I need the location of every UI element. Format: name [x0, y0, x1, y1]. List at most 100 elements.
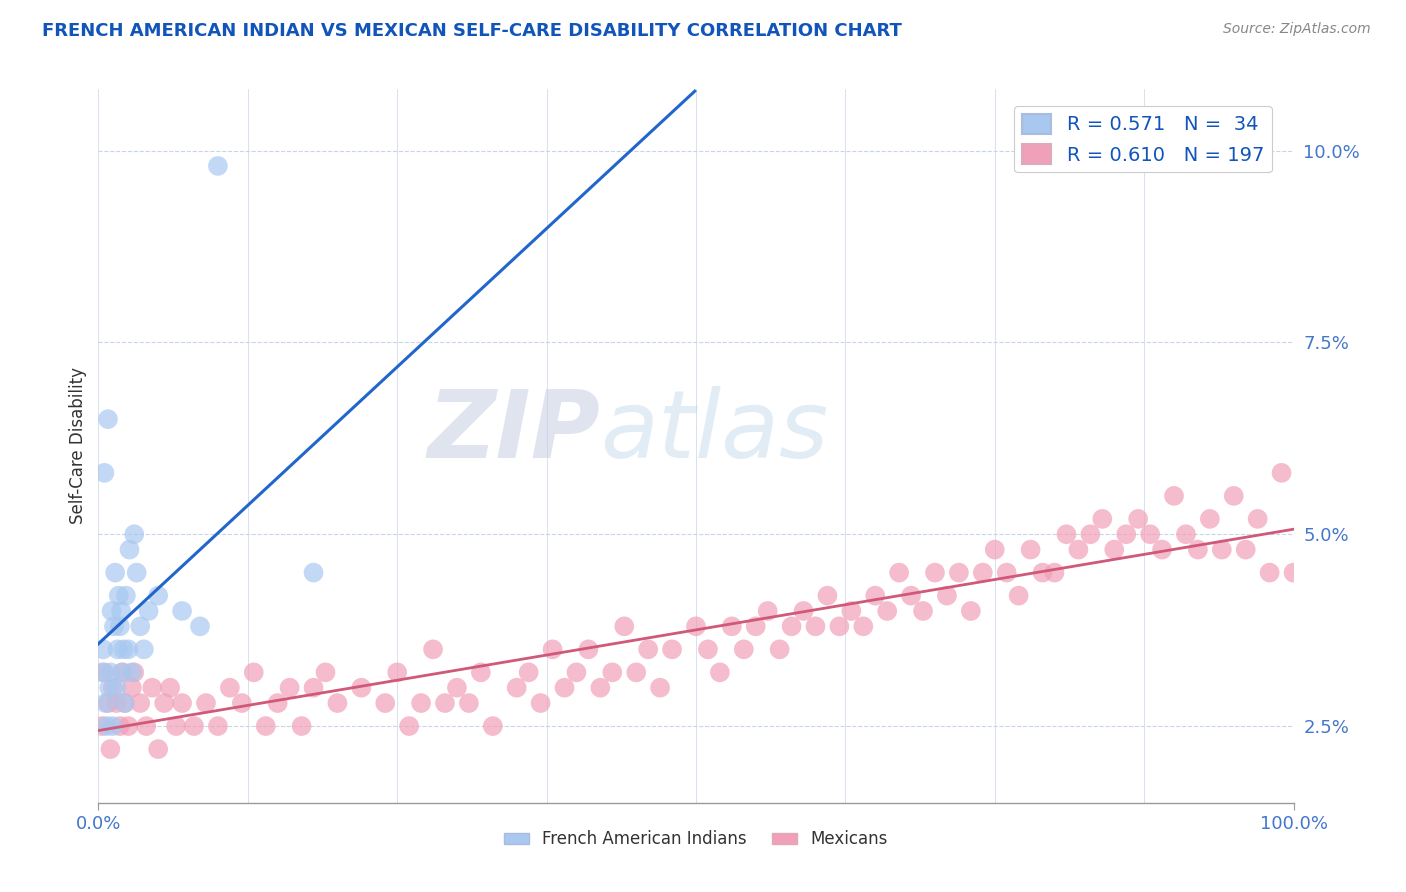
Point [733, 642, 755, 657]
Point [530, 696, 553, 710]
Text: ZIP: ZIP [427, 385, 600, 478]
Point [948, 566, 970, 580]
Point [101, 681, 124, 695]
Point [96, 719, 118, 733]
Point [1019, 542, 1042, 557]
Point [267, 696, 290, 710]
Point [98, 681, 121, 695]
Point [924, 566, 946, 580]
Point [315, 665, 337, 680]
Point [291, 719, 314, 733]
Point [114, 696, 136, 710]
Point [91, 719, 114, 733]
Point [105, 696, 128, 710]
Point [578, 642, 600, 657]
Point [865, 589, 887, 603]
Point [1080, 527, 1102, 541]
Point [148, 589, 170, 603]
Point [995, 566, 1018, 580]
Point [148, 742, 170, 756]
Point [482, 719, 505, 733]
Point [219, 681, 242, 695]
Point [709, 665, 731, 680]
Point [93, 466, 115, 480]
Point [1223, 489, 1246, 503]
Text: atlas: atlas [600, 386, 828, 477]
Point [1163, 489, 1185, 503]
Point [889, 566, 911, 580]
Point [104, 566, 127, 580]
Text: FRENCH AMERICAN INDIAN VS MEXICAN SELF-CARE DISABILITY CORRELATION CHART: FRENCH AMERICAN INDIAN VS MEXICAN SELF-C… [42, 22, 903, 40]
Point [98, 665, 122, 680]
Point [745, 619, 768, 633]
Point [411, 696, 433, 710]
Point [756, 604, 779, 618]
Point [458, 696, 481, 710]
Point [385, 665, 409, 680]
Point [972, 566, 994, 580]
Point [876, 604, 898, 618]
Point [1115, 527, 1137, 541]
Point [121, 665, 143, 680]
Point [91, 665, 114, 680]
Point [125, 566, 148, 580]
Point [780, 619, 803, 633]
Point [1139, 527, 1161, 541]
Point [721, 619, 744, 633]
Point [114, 696, 136, 710]
Point [111, 665, 134, 680]
Point [506, 681, 529, 695]
Point [1234, 542, 1257, 557]
Point [188, 619, 211, 633]
Point [326, 696, 349, 710]
Point [1043, 566, 1066, 580]
Point [101, 719, 124, 733]
Point [93, 665, 115, 680]
Point [129, 696, 152, 710]
Point [841, 604, 863, 618]
Point [398, 719, 420, 733]
Point [1104, 542, 1126, 557]
Point [817, 589, 839, 603]
Point [1008, 589, 1031, 603]
Y-axis label: Self-Care Disability: Self-Care Disability [69, 368, 87, 524]
Point [129, 619, 152, 633]
Point [107, 642, 129, 657]
Point [470, 665, 492, 680]
Point [936, 589, 959, 603]
Point [1282, 566, 1305, 580]
Point [517, 665, 540, 680]
Point [153, 696, 176, 710]
Point [107, 589, 129, 603]
Point [132, 642, 155, 657]
Text: Source: ZipAtlas.com: Source: ZipAtlas.com [1223, 22, 1371, 37]
Point [661, 642, 683, 657]
Point [138, 604, 160, 618]
Point [613, 619, 636, 633]
Point [105, 681, 128, 695]
Point [172, 604, 194, 618]
Point [108, 719, 131, 733]
Point [900, 589, 922, 603]
Point [541, 642, 564, 657]
Point [828, 619, 851, 633]
Point [1091, 512, 1114, 526]
Point [685, 619, 707, 633]
Point [1247, 512, 1270, 526]
Point [554, 681, 576, 695]
Point [1258, 566, 1281, 580]
Point [98, 742, 122, 756]
Point [195, 696, 218, 710]
Point [1199, 512, 1222, 526]
Point [231, 696, 253, 710]
Point [117, 719, 139, 733]
Point [111, 665, 134, 680]
Point [97, 412, 120, 426]
Point [172, 696, 194, 710]
Point [1152, 542, 1174, 557]
Point [278, 681, 301, 695]
Point [135, 719, 157, 733]
Point [207, 159, 229, 173]
Point [121, 681, 143, 695]
Point [165, 719, 187, 733]
